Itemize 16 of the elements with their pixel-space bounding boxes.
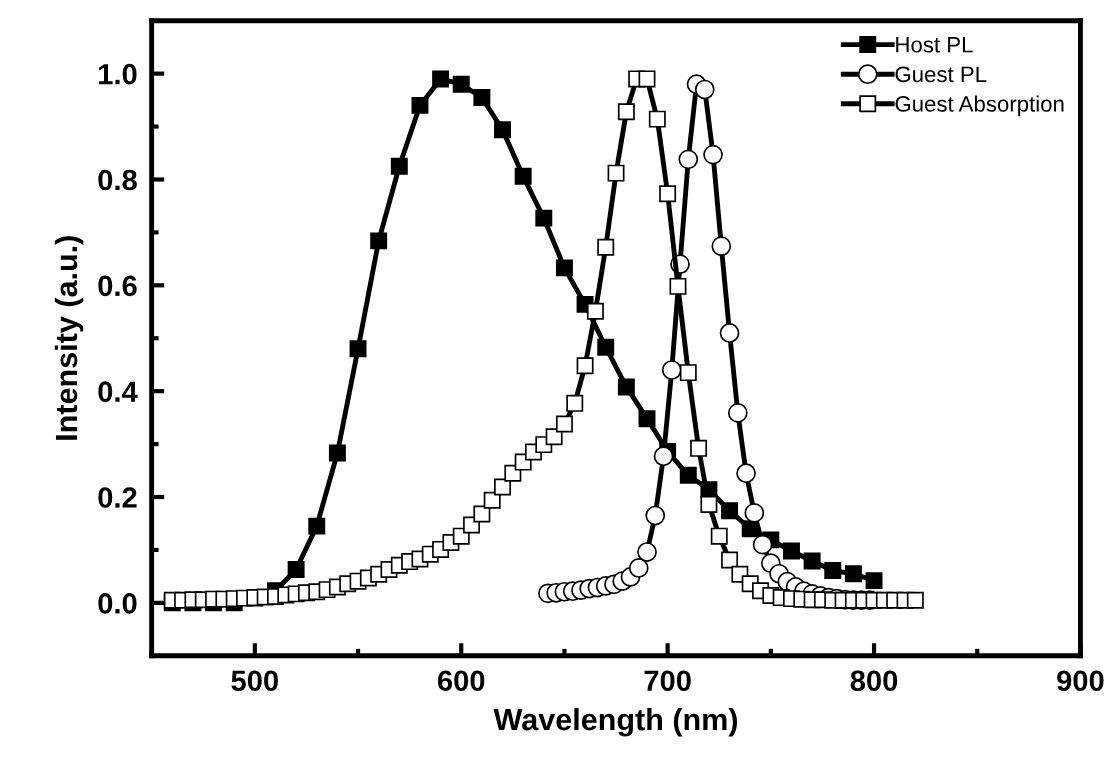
y-tick-label: 0.8 [98,169,137,191]
x-tick-label: 600 [437,670,485,692]
x-tick-label: 900 [1057,670,1104,692]
y-tick-label: 0.2 [98,487,137,508]
x-tick-label: 800 [850,670,898,692]
y-tick-label: 0.0 [98,593,137,614]
y-tick-label: 0.4 [98,381,138,403]
legend-label: Guest Absorption [895,95,1064,117]
x-tick-label: 700 [644,670,691,692]
y-tick-label: 1.0 [99,63,137,85]
legend-label: Guest PL [895,66,987,83]
x-tick-label: 500 [231,670,278,692]
legend-label: Host PL [896,37,973,53]
y-axis-title: Intensity (a.u.) [54,236,84,440]
y-tick-label: 0.6 [98,275,137,297]
x-axis-title: Wavelength (nm) [493,707,738,737]
